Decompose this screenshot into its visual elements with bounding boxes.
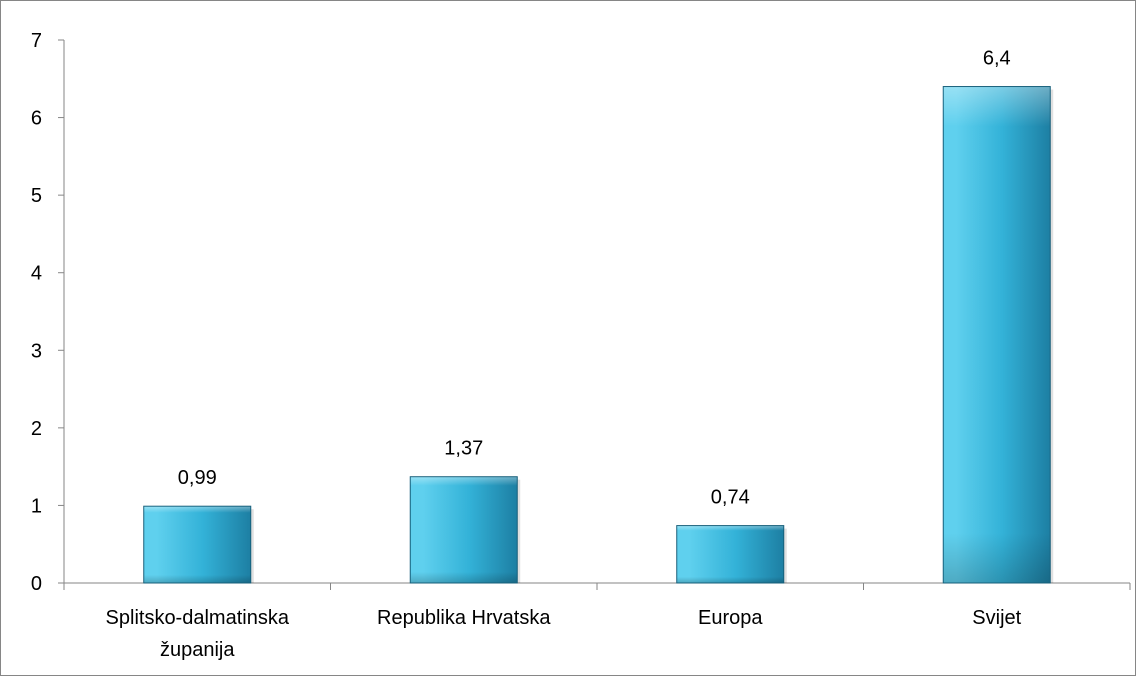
y-tick-label: 0 <box>31 573 42 595</box>
y-tick-label: 5 <box>31 185 42 207</box>
y-tick-label: 1 <box>31 495 42 517</box>
x-axis: Splitsko-dalmatinska županija Republika Hr… <box>63 582 1131 661</box>
data-label: 1,37 <box>444 438 483 460</box>
data-labels: 0,99 1,37 0,74 6,4 <box>178 48 1011 509</box>
data-label: 6,4 <box>983 48 1011 70</box>
bar-highlight <box>943 87 1050 583</box>
bars <box>143 86 1054 584</box>
y-tick-label: 6 <box>31 108 42 130</box>
bar-highlight <box>144 506 251 583</box>
data-label: 0,99 <box>178 467 217 489</box>
y-tick-label: 2 <box>31 418 42 440</box>
x-tick-label: Svijet <box>972 607 1021 629</box>
y-tick-label: 7 <box>31 30 42 52</box>
bar-highlight <box>677 526 784 583</box>
y-axis: 0 1 2 3 4 5 6 7 <box>31 30 65 595</box>
x-tick-label: Splitsko-dalmatinska županija <box>106 607 290 661</box>
x-tick-label: Europa <box>698 607 763 629</box>
x-tick-label: Republika Hrvatska <box>377 607 551 629</box>
data-label: 0,74 <box>711 487 750 509</box>
y-tick-label: 4 <box>31 263 42 285</box>
y-tick-label: 3 <box>31 340 42 362</box>
bar-highlight <box>410 477 517 583</box>
